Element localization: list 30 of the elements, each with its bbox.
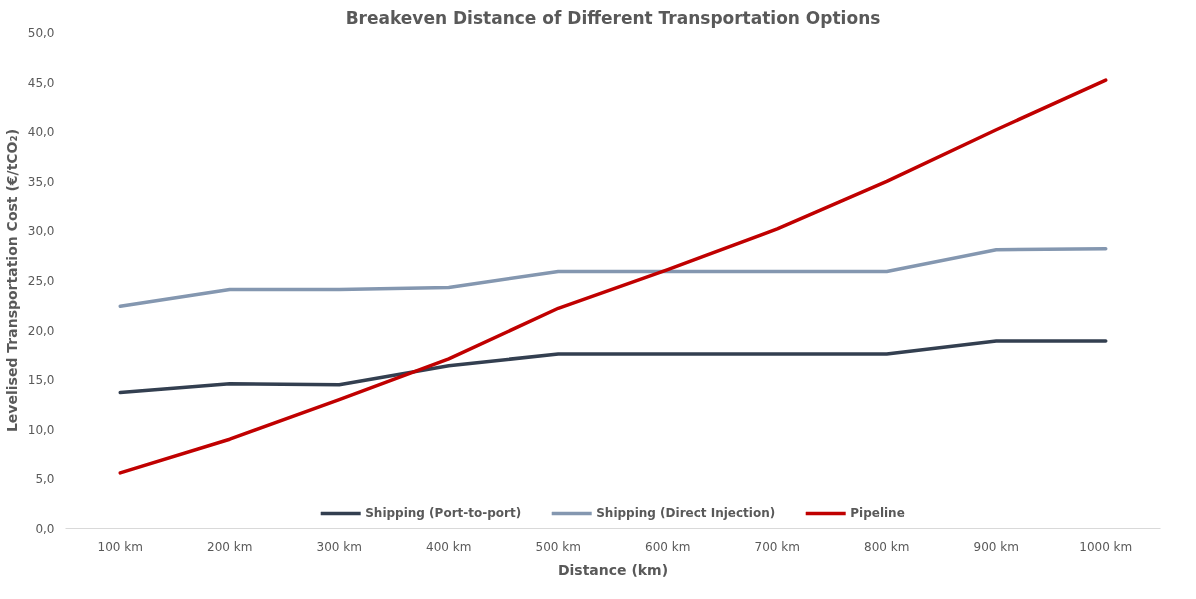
x-tick-label: 100 km <box>97 539 143 554</box>
line-series <box>118 78 1108 475</box>
x-tick-label: 1000 km <box>1079 539 1133 554</box>
x-tick-label: 500 km <box>535 539 581 554</box>
x-tick-label: 200 km <box>207 539 253 554</box>
y-tick-label: 5,0 <box>35 472 55 487</box>
line-series <box>118 247 1108 309</box>
y-tick-label: 50,0 <box>27 26 55 40</box>
y-tick-label: 10,0 <box>27 422 55 437</box>
y-tick-label: 15,0 <box>27 373 55 388</box>
y-tick-label: 45,0 <box>27 75 55 90</box>
legend-label: Shipping (Direct Injection) <box>596 506 776 520</box>
x-axis-title: Distance (km) <box>557 561 669 578</box>
y-tick-label: 0,0 <box>35 522 55 536</box>
x-tick-label: 600 km <box>645 539 691 554</box>
y-axis-title: Levelised Transportation Cost (€/tCO₂) <box>3 128 20 433</box>
legend-label: Pipeline <box>850 506 905 520</box>
x-tick-label: 400 km <box>426 539 472 554</box>
x-tick-label: 900 km <box>973 539 1019 554</box>
x-tick-label: 700 km <box>754 539 800 554</box>
y-tick-label: 20,0 <box>27 323 55 338</box>
chart-title: Breakeven Distance of Different Transportation Options <box>345 7 881 28</box>
y-tick-label: 40,0 <box>27 125 55 140</box>
y-tick-label: 25,0 <box>27 274 55 288</box>
x-tick-label: 800 km <box>864 539 910 554</box>
y-tick-label: 30,0 <box>27 224 55 239</box>
y-tick-label: 35,0 <box>27 174 55 189</box>
x-tick-label: 300 km <box>316 539 362 554</box>
legend-label: Shipping (Port-to-port) <box>365 506 522 520</box>
line-series <box>118 339 1108 395</box>
